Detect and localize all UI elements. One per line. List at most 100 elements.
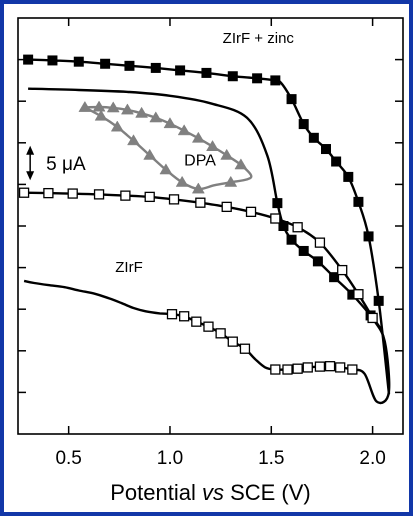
data-point bbox=[215, 328, 226, 339]
data-point bbox=[150, 62, 161, 73]
series-line-zirf bbox=[23, 191, 391, 405]
data-point bbox=[337, 264, 348, 276]
data-point bbox=[353, 289, 364, 300]
data-point bbox=[120, 103, 134, 115]
data-point bbox=[272, 198, 283, 209]
series-zirf-zinc bbox=[23, 54, 391, 395]
data-point bbox=[143, 148, 157, 160]
data-point bbox=[179, 311, 190, 322]
data-point bbox=[201, 67, 212, 78]
data-point bbox=[168, 194, 180, 205]
data-point bbox=[144, 191, 155, 203]
data-point bbox=[239, 343, 251, 354]
data-point bbox=[335, 362, 346, 373]
data-point bbox=[314, 361, 326, 372]
annotation-zirf-zinc: ZIrF + zinc bbox=[223, 30, 295, 47]
annotations: ZIrF + zinc DPA ZIrF 5 μA bbox=[26, 30, 294, 276]
data-point bbox=[92, 100, 106, 112]
data-point bbox=[298, 245, 309, 256]
data-point bbox=[367, 312, 378, 324]
data-point bbox=[282, 364, 293, 375]
data-point bbox=[234, 158, 248, 170]
data-point bbox=[292, 222, 303, 233]
data-point bbox=[227, 71, 238, 82]
x-axis-label-pre: Potential bbox=[110, 480, 202, 505]
data-point bbox=[292, 363, 303, 374]
data-point bbox=[120, 190, 131, 201]
data-point bbox=[23, 54, 34, 65]
data-point bbox=[195, 197, 206, 208]
data-point bbox=[220, 148, 234, 160]
data-point bbox=[110, 120, 124, 132]
annotation-dpa: DPA bbox=[184, 153, 216, 170]
data-point bbox=[329, 272, 340, 283]
data-point bbox=[347, 364, 358, 375]
data-point bbox=[166, 309, 178, 320]
data-point bbox=[159, 163, 173, 175]
data-point bbox=[324, 361, 336, 372]
data-point bbox=[298, 119, 309, 130]
x-tick-label: 0.5 bbox=[55, 448, 81, 469]
x-axis-label: Potential vs SCE (V) bbox=[110, 480, 311, 505]
data-point bbox=[163, 117, 177, 129]
data-point bbox=[270, 364, 281, 375]
data-point bbox=[373, 295, 384, 306]
data-point bbox=[245, 206, 257, 218]
data-point bbox=[331, 156, 342, 167]
series-line-dpa bbox=[84, 105, 253, 191]
data-point bbox=[177, 124, 191, 136]
data-point bbox=[106, 101, 120, 113]
data-point bbox=[286, 234, 297, 245]
data-point bbox=[149, 111, 163, 123]
data-point bbox=[67, 188, 78, 199]
data-point bbox=[353, 196, 364, 207]
data-point bbox=[47, 55, 58, 66]
data-point bbox=[203, 321, 214, 332]
data-point bbox=[224, 175, 238, 187]
data-point bbox=[124, 60, 135, 71]
series-dpa bbox=[78, 100, 253, 194]
data-point bbox=[73, 56, 84, 67]
series-layer bbox=[18, 54, 391, 405]
data-point bbox=[127, 134, 140, 146]
data-point bbox=[191, 182, 205, 194]
data-point bbox=[100, 58, 111, 69]
x-axis-label-italic: vs bbox=[202, 480, 224, 505]
series-line-zirf-zinc bbox=[28, 58, 391, 395]
data-point bbox=[93, 189, 105, 200]
data-point bbox=[43, 187, 54, 199]
data-point bbox=[175, 65, 186, 76]
data-point bbox=[94, 109, 108, 121]
x-axis-label-post: SCE (V) bbox=[224, 480, 311, 505]
data-point bbox=[252, 73, 263, 84]
data-point bbox=[312, 256, 323, 267]
data-point bbox=[302, 362, 313, 373]
data-point bbox=[321, 144, 331, 155]
data-point bbox=[191, 316, 202, 327]
series-zirf bbox=[18, 187, 391, 405]
data-point bbox=[18, 187, 30, 198]
data-point bbox=[314, 237, 326, 248]
data-point bbox=[286, 94, 297, 105]
scale-bar-label: 5 μA bbox=[46, 154, 86, 175]
data-point bbox=[175, 175, 189, 187]
data-point bbox=[308, 132, 319, 143]
scale-bar-arrow-down bbox=[26, 171, 35, 181]
scale-bar-arrow-up bbox=[26, 145, 35, 155]
data-point bbox=[363, 231, 374, 242]
x-tick-label: 1.0 bbox=[157, 448, 183, 469]
axes: 0.5 1.0 1.5 2.0 bbox=[17, 17, 404, 469]
data-point bbox=[191, 131, 205, 143]
data-point bbox=[221, 201, 232, 213]
data-point bbox=[78, 100, 92, 112]
data-point bbox=[206, 140, 219, 151]
annotation-zirf: ZIrF bbox=[115, 259, 142, 276]
data-point bbox=[270, 213, 281, 224]
data-point bbox=[270, 75, 281, 86]
x-tick-label: 1.5 bbox=[258, 448, 284, 469]
data-point bbox=[135, 106, 149, 118]
data-point bbox=[227, 336, 238, 347]
x-tick-label: 2.0 bbox=[359, 448, 385, 469]
data-point bbox=[343, 171, 354, 182]
